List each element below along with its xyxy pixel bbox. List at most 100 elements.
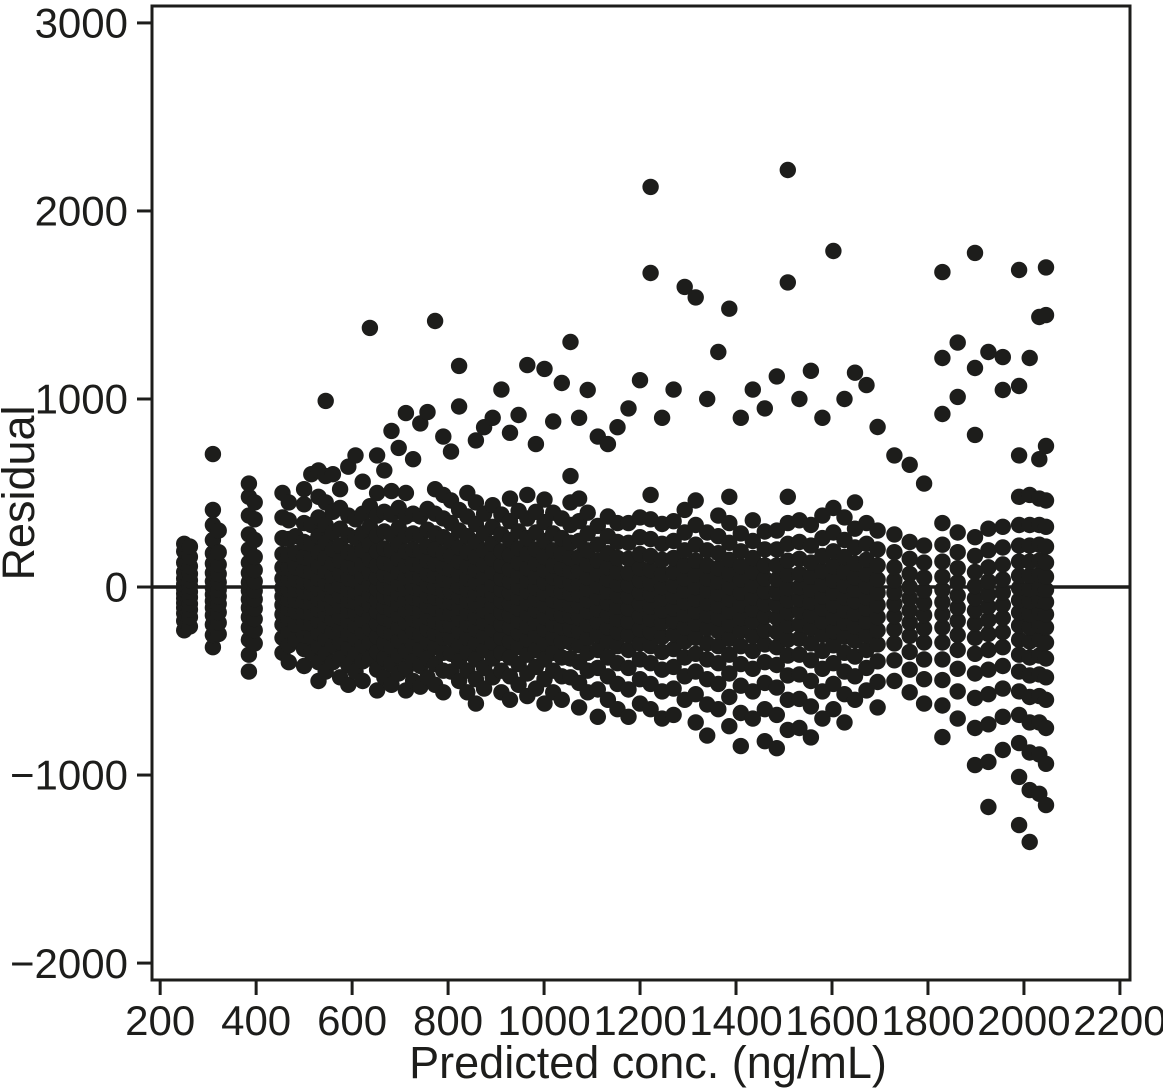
data-point <box>442 443 460 460</box>
data-point <box>980 542 997 559</box>
data-point <box>744 532 761 550</box>
data-point <box>536 491 553 508</box>
data-point <box>949 524 966 541</box>
data-point <box>665 532 682 550</box>
data-point <box>467 494 485 511</box>
data-point <box>869 596 886 614</box>
data-point <box>980 573 997 590</box>
data-point <box>915 582 933 599</box>
data-point <box>467 432 485 449</box>
data-point <box>295 496 313 513</box>
data-point <box>246 635 263 652</box>
data-point <box>361 319 379 337</box>
data-point <box>1037 538 1055 555</box>
data-point <box>869 557 886 574</box>
data-point <box>390 439 407 457</box>
data-point <box>665 658 682 676</box>
data-point <box>802 672 820 690</box>
x-tick-label: 1400 <box>689 997 782 1044</box>
data-point <box>562 333 579 351</box>
data-point <box>869 673 886 691</box>
data-point <box>915 594 933 612</box>
data-point <box>1010 816 1028 834</box>
data-point <box>744 563 761 581</box>
data-point <box>934 606 951 623</box>
data-point <box>1037 619 1055 636</box>
x-axis-ticks <box>158 980 1122 995</box>
data-point <box>620 681 637 698</box>
x-tick-label: 800 <box>413 997 483 1044</box>
data-point <box>779 161 796 179</box>
data-point <box>246 573 263 590</box>
y-axis-ticks <box>137 21 152 965</box>
data-point <box>949 388 966 406</box>
data-point <box>994 708 1011 725</box>
data-point <box>966 689 984 707</box>
data-point <box>1037 691 1055 708</box>
data-point <box>579 381 596 399</box>
data-point <box>699 727 716 744</box>
data-point <box>901 565 918 583</box>
data-point <box>397 404 415 422</box>
data-point <box>642 264 659 282</box>
data-point <box>858 376 875 394</box>
data-point <box>846 691 864 708</box>
data-point <box>295 657 313 675</box>
x-axis-tick-labels: 200 400 600 800 1000 1200 1400 1600 1800 2000 2200 <box>125 997 1163 1044</box>
y-axis-tick-labels: 3000 2000 1000 0 −1000 −2000 <box>10 0 128 987</box>
data-point <box>949 599 966 616</box>
data-point <box>579 504 596 521</box>
data-point <box>768 706 785 724</box>
data-point <box>642 178 659 196</box>
data-point <box>620 659 637 677</box>
data-point <box>210 522 227 539</box>
data-point <box>869 608 886 626</box>
data-point <box>949 660 966 677</box>
y-tick-label: 0 <box>105 564 128 611</box>
y-tick-label: 2000 <box>35 188 128 235</box>
data-point <box>1037 796 1055 814</box>
data-point <box>934 634 951 651</box>
data-point <box>901 661 918 678</box>
data-point <box>210 556 227 573</box>
data-point <box>710 701 727 718</box>
data-point <box>901 456 918 473</box>
y-tick-label: 3000 <box>35 0 128 47</box>
data-point <box>994 657 1011 675</box>
data-point <box>869 418 886 436</box>
data-point <box>397 484 415 502</box>
data-point <box>570 409 588 426</box>
data-point <box>331 481 349 498</box>
data-point <box>814 710 831 727</box>
data-point <box>246 511 263 528</box>
data-point <box>435 684 452 701</box>
data-point <box>570 699 588 716</box>
data-point <box>631 372 649 389</box>
data-point <box>934 263 951 281</box>
data-point <box>589 708 606 725</box>
data-point <box>459 684 476 701</box>
data-point <box>246 494 263 511</box>
data-point <box>949 574 966 591</box>
data-point <box>744 549 761 567</box>
data-point <box>744 576 761 594</box>
data-point <box>869 571 886 588</box>
data-point <box>802 729 820 746</box>
data-point <box>768 368 785 385</box>
data-point <box>510 406 527 424</box>
data-point <box>994 539 1011 556</box>
data-point <box>994 571 1011 588</box>
data-point <box>599 435 617 453</box>
data-point <box>934 349 951 367</box>
data-point <box>756 595 773 613</box>
data-point <box>915 554 933 571</box>
y-tick-label: −2000 <box>10 940 128 987</box>
data-point <box>1037 437 1055 455</box>
data-point <box>756 570 773 587</box>
data-point <box>886 672 903 690</box>
data-point <box>589 681 606 698</box>
data-point <box>210 625 227 643</box>
data-point <box>732 543 749 560</box>
data-point <box>1037 259 1055 276</box>
